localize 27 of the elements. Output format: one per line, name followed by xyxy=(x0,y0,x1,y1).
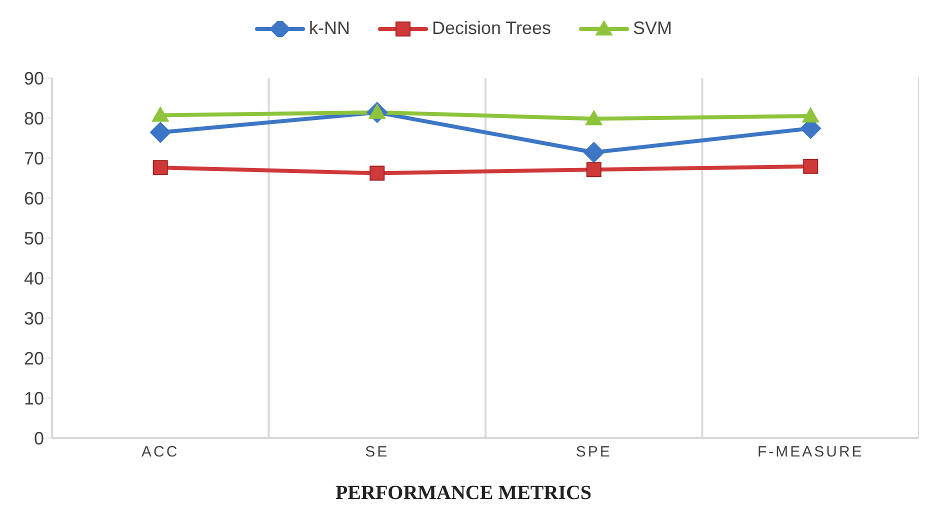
y-tick-label: 50 xyxy=(24,228,44,248)
x-axis-title: PERFORMANCE METRICS xyxy=(334,482,593,505)
legend-label: Decision Trees xyxy=(430,18,552,39)
x-tick-label: SPE xyxy=(576,444,612,461)
point xyxy=(152,160,168,176)
point xyxy=(583,142,604,163)
point xyxy=(586,162,602,178)
y-tick-label: 10 xyxy=(24,388,44,408)
y-tick-label: 20 xyxy=(24,348,44,368)
point xyxy=(370,166,385,181)
point xyxy=(150,122,171,143)
y-tick-label: 40 xyxy=(24,268,44,288)
point xyxy=(803,158,818,174)
y-tick-label: 30 xyxy=(24,308,44,328)
legend-label: SVM xyxy=(632,18,672,39)
y-tick-label: 0 xyxy=(34,428,44,448)
point xyxy=(152,106,169,122)
y-tick-label: 70 xyxy=(24,148,44,168)
legend-label: k-NN xyxy=(308,18,350,39)
y-tick-label: 60 xyxy=(24,188,44,208)
point xyxy=(585,110,602,126)
x-tick-label: F-MEASURE xyxy=(757,444,864,461)
x-tick-label: SE xyxy=(365,444,390,461)
y-tick-label: 90 xyxy=(24,68,44,88)
y-tick-label: 80 xyxy=(24,108,44,128)
x-tick-label: ACC xyxy=(142,444,180,461)
point xyxy=(802,108,820,122)
